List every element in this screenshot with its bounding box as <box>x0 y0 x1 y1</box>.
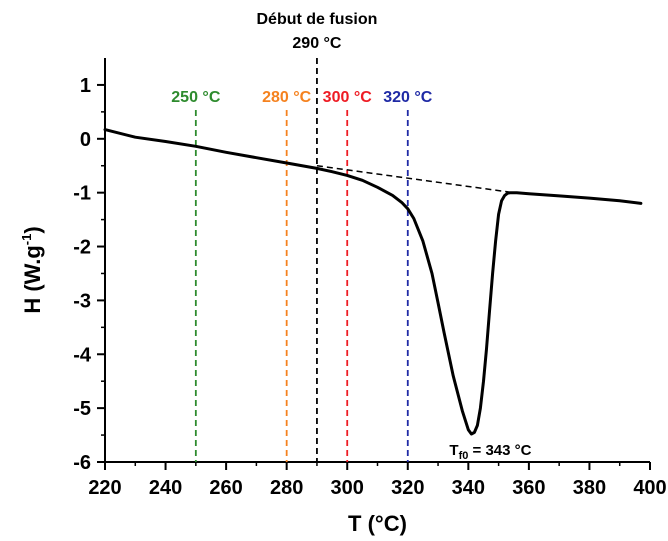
series-line-0 <box>103 128 643 436</box>
tf0-sub: f0 <box>459 450 469 462</box>
marker-label-250: 250 °C <box>171 89 221 106</box>
marker-title: Début de fusion <box>256 11 377 28</box>
annotations: Tf0 = 343 °C <box>449 442 531 462</box>
x-tick-label: 340 <box>452 477 485 499</box>
x-tick-label: 300 <box>331 477 364 499</box>
marker-label-320: 320 °C <box>383 89 433 106</box>
y-tick-label: -5 <box>73 398 91 420</box>
y-tick-label: 1 <box>80 75 91 97</box>
baseline-line <box>316 164 514 194</box>
x-tick-label: 260 <box>209 477 242 499</box>
y-tick-label: -2 <box>73 237 91 259</box>
y-tick-label: -3 <box>73 290 91 312</box>
y-tick-label: 0 <box>80 129 91 151</box>
tf0-main: T <box>449 442 458 459</box>
y-axis-title: H (W.g-1) <box>19 226 45 313</box>
tf0-rest: = 343 °C <box>468 442 531 459</box>
y-tick-label: -4 <box>73 344 92 366</box>
data-series <box>103 128 643 436</box>
x-tick-label: 320 <box>391 477 424 499</box>
chart-axes: 220 240 260 280 300 320 340 360 380 400 1 0 -1 -2 -3 -4… <box>19 58 667 536</box>
temperature-markers: 250 °C 280 °C Début de fusion 290 °C 300 °C 3… <box>171 11 514 462</box>
x-axis-title: T (°C) <box>348 511 407 536</box>
x-tick-label: 380 <box>573 477 606 499</box>
y-tick-label: -6 <box>73 452 91 474</box>
marker-label-300: 300 °C <box>323 89 373 106</box>
y-axis-title-main: H (W.g <box>20 245 45 313</box>
marker-label-280: 280 °C <box>262 89 312 106</box>
x-tick-label: 240 <box>149 477 182 499</box>
x-tick-label: 220 <box>88 477 121 499</box>
y-tick-label: -1 <box>73 183 91 205</box>
y-axis-title-close: ) <box>20 226 45 233</box>
x-tick-label: 360 <box>512 477 545 499</box>
y-axis-title-sup: -1 <box>19 234 34 246</box>
x-tick-label: 280 <box>270 477 303 499</box>
tf0-annotation: Tf0 = 343 °C <box>449 442 531 462</box>
x-tick-label: 400 <box>633 477 666 499</box>
marker-label-290: 290 °C <box>292 35 342 52</box>
